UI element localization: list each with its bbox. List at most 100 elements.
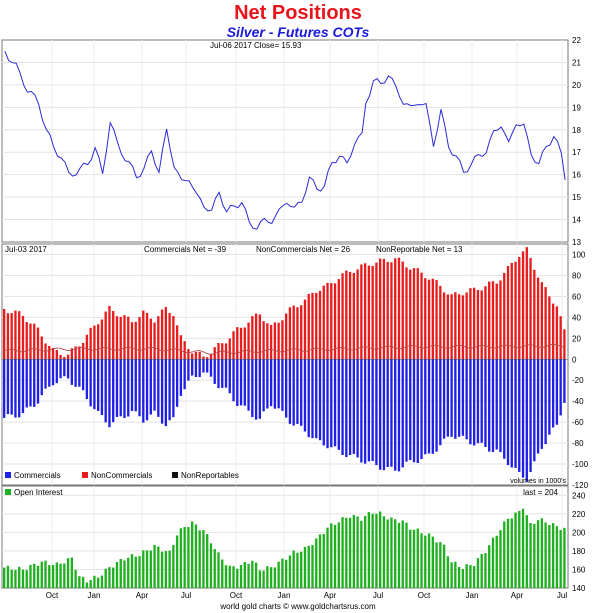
noncommercials-bar xyxy=(544,287,547,360)
noncommercials-bar xyxy=(465,292,468,360)
open-interest-bar xyxy=(160,551,164,588)
x-tick-label: Oct xyxy=(418,591,431,600)
open-interest-bar xyxy=(142,550,145,588)
commercials-bar xyxy=(461,359,465,436)
commercials-bar xyxy=(536,359,540,454)
open-interest-bar xyxy=(70,557,74,588)
noncommercials-bar xyxy=(457,294,461,360)
commercials-bar xyxy=(228,359,231,394)
open-interest-bar xyxy=(397,522,401,588)
noncommercials-bar xyxy=(112,311,115,360)
open-interest-bar xyxy=(536,520,540,588)
commercials-bar xyxy=(488,359,491,452)
open-interest-bar xyxy=(198,530,201,588)
noncommercials-bar xyxy=(29,323,32,360)
noncommercials-bar xyxy=(397,257,401,360)
noncommercials-bar xyxy=(191,353,194,360)
noncommercials-bar xyxy=(160,309,164,360)
noncommercials-bar xyxy=(551,303,555,360)
noncommercials-bar xyxy=(36,327,40,360)
open-interest-legend-swatch xyxy=(5,489,11,495)
noncommercials-bar xyxy=(367,265,371,360)
commercials-bar xyxy=(480,359,483,443)
price-panel-ytick-label: 21 xyxy=(572,58,581,67)
open-interest-bar xyxy=(93,575,96,588)
price-panel-ytick-label: 15 xyxy=(572,193,581,202)
commercials-bar xyxy=(521,359,525,478)
noncommercials-legend-swatch xyxy=(82,472,88,478)
noncommercials-bar xyxy=(292,305,295,360)
noncommercials-bar xyxy=(401,261,404,360)
net-panel-ytick-label: -100 xyxy=(572,460,589,469)
noncommercials-bar xyxy=(51,347,55,360)
open-interest-bar xyxy=(78,576,81,588)
noncommercials-bar xyxy=(130,322,134,360)
commercials-bar xyxy=(149,359,152,415)
noncommercials-bar xyxy=(480,290,483,360)
noncommercials-bar xyxy=(333,283,337,360)
commercials-bar xyxy=(390,359,393,467)
noncommercials-bar xyxy=(108,305,111,360)
noncommercials-bar xyxy=(266,323,269,360)
open-interest-bar xyxy=(318,534,322,588)
net-panel-ytick-label: 20 xyxy=(572,334,581,343)
noncommercials-bar xyxy=(435,280,438,360)
commercials-bar xyxy=(251,359,254,418)
commercials-bar xyxy=(540,359,544,449)
noncommercials-bar xyxy=(273,322,277,360)
open-interest-bar xyxy=(292,550,295,588)
open-interest-bar xyxy=(239,565,243,588)
commercials-bar xyxy=(416,359,419,463)
commercials-bar xyxy=(239,359,243,406)
noncommercials-bar xyxy=(563,329,566,360)
commercials-bar xyxy=(394,359,397,471)
open-interest-bar xyxy=(202,530,205,588)
commercials-bar xyxy=(29,359,32,407)
commercials-bar xyxy=(100,359,104,416)
noncommercials-bar xyxy=(420,272,423,360)
open-interest-bar xyxy=(352,514,356,588)
commercials-bar xyxy=(424,359,427,455)
noncommercials-bar xyxy=(14,310,17,360)
commercials-bar xyxy=(435,359,438,452)
open-interest-bar xyxy=(330,523,333,588)
open-interest-bar xyxy=(518,510,521,588)
commercials-bar xyxy=(379,359,382,470)
open-interest-bar xyxy=(525,515,528,588)
commercials-bar xyxy=(236,359,239,407)
noncommercials-bar xyxy=(352,272,356,360)
noncommercials-bar xyxy=(251,316,254,360)
commercials-bar xyxy=(548,359,551,435)
noncommercials-bar xyxy=(285,313,288,360)
noncommercials-bar xyxy=(315,292,318,360)
open-interest-bar xyxy=(194,524,198,588)
commercials-bar xyxy=(127,359,130,417)
open-interest-bar xyxy=(63,563,66,588)
noncommercials-bar xyxy=(168,312,171,360)
price-line xyxy=(4,51,566,230)
noncommercials-bar xyxy=(303,299,307,360)
open-interest-bar xyxy=(499,530,502,588)
commercials-bar xyxy=(21,359,25,414)
commercials-bar xyxy=(191,359,194,376)
commercials-bar xyxy=(484,359,487,447)
commercials-bar xyxy=(93,359,96,410)
noncommercials-bar xyxy=(348,271,352,360)
noncommercials-bar xyxy=(386,261,389,360)
open-interest-bar xyxy=(311,545,314,588)
open-interest-bar xyxy=(191,521,194,588)
commercials-bar xyxy=(262,359,265,412)
commercials-bar xyxy=(81,359,85,391)
noncommercials-bar xyxy=(555,306,559,360)
noncommercials-bar xyxy=(93,325,96,360)
open-interest-bar xyxy=(405,522,408,588)
noncommercials-bar xyxy=(326,282,329,360)
commercials-bar xyxy=(3,359,6,418)
open-interest-bar xyxy=(51,565,55,588)
commercials-bar xyxy=(371,359,374,461)
noncommercials-bar xyxy=(360,264,363,360)
noncommercials-bar xyxy=(442,292,446,360)
open-interest-bar xyxy=(412,529,416,588)
net-panel-ytick-label: -20 xyxy=(572,376,584,385)
